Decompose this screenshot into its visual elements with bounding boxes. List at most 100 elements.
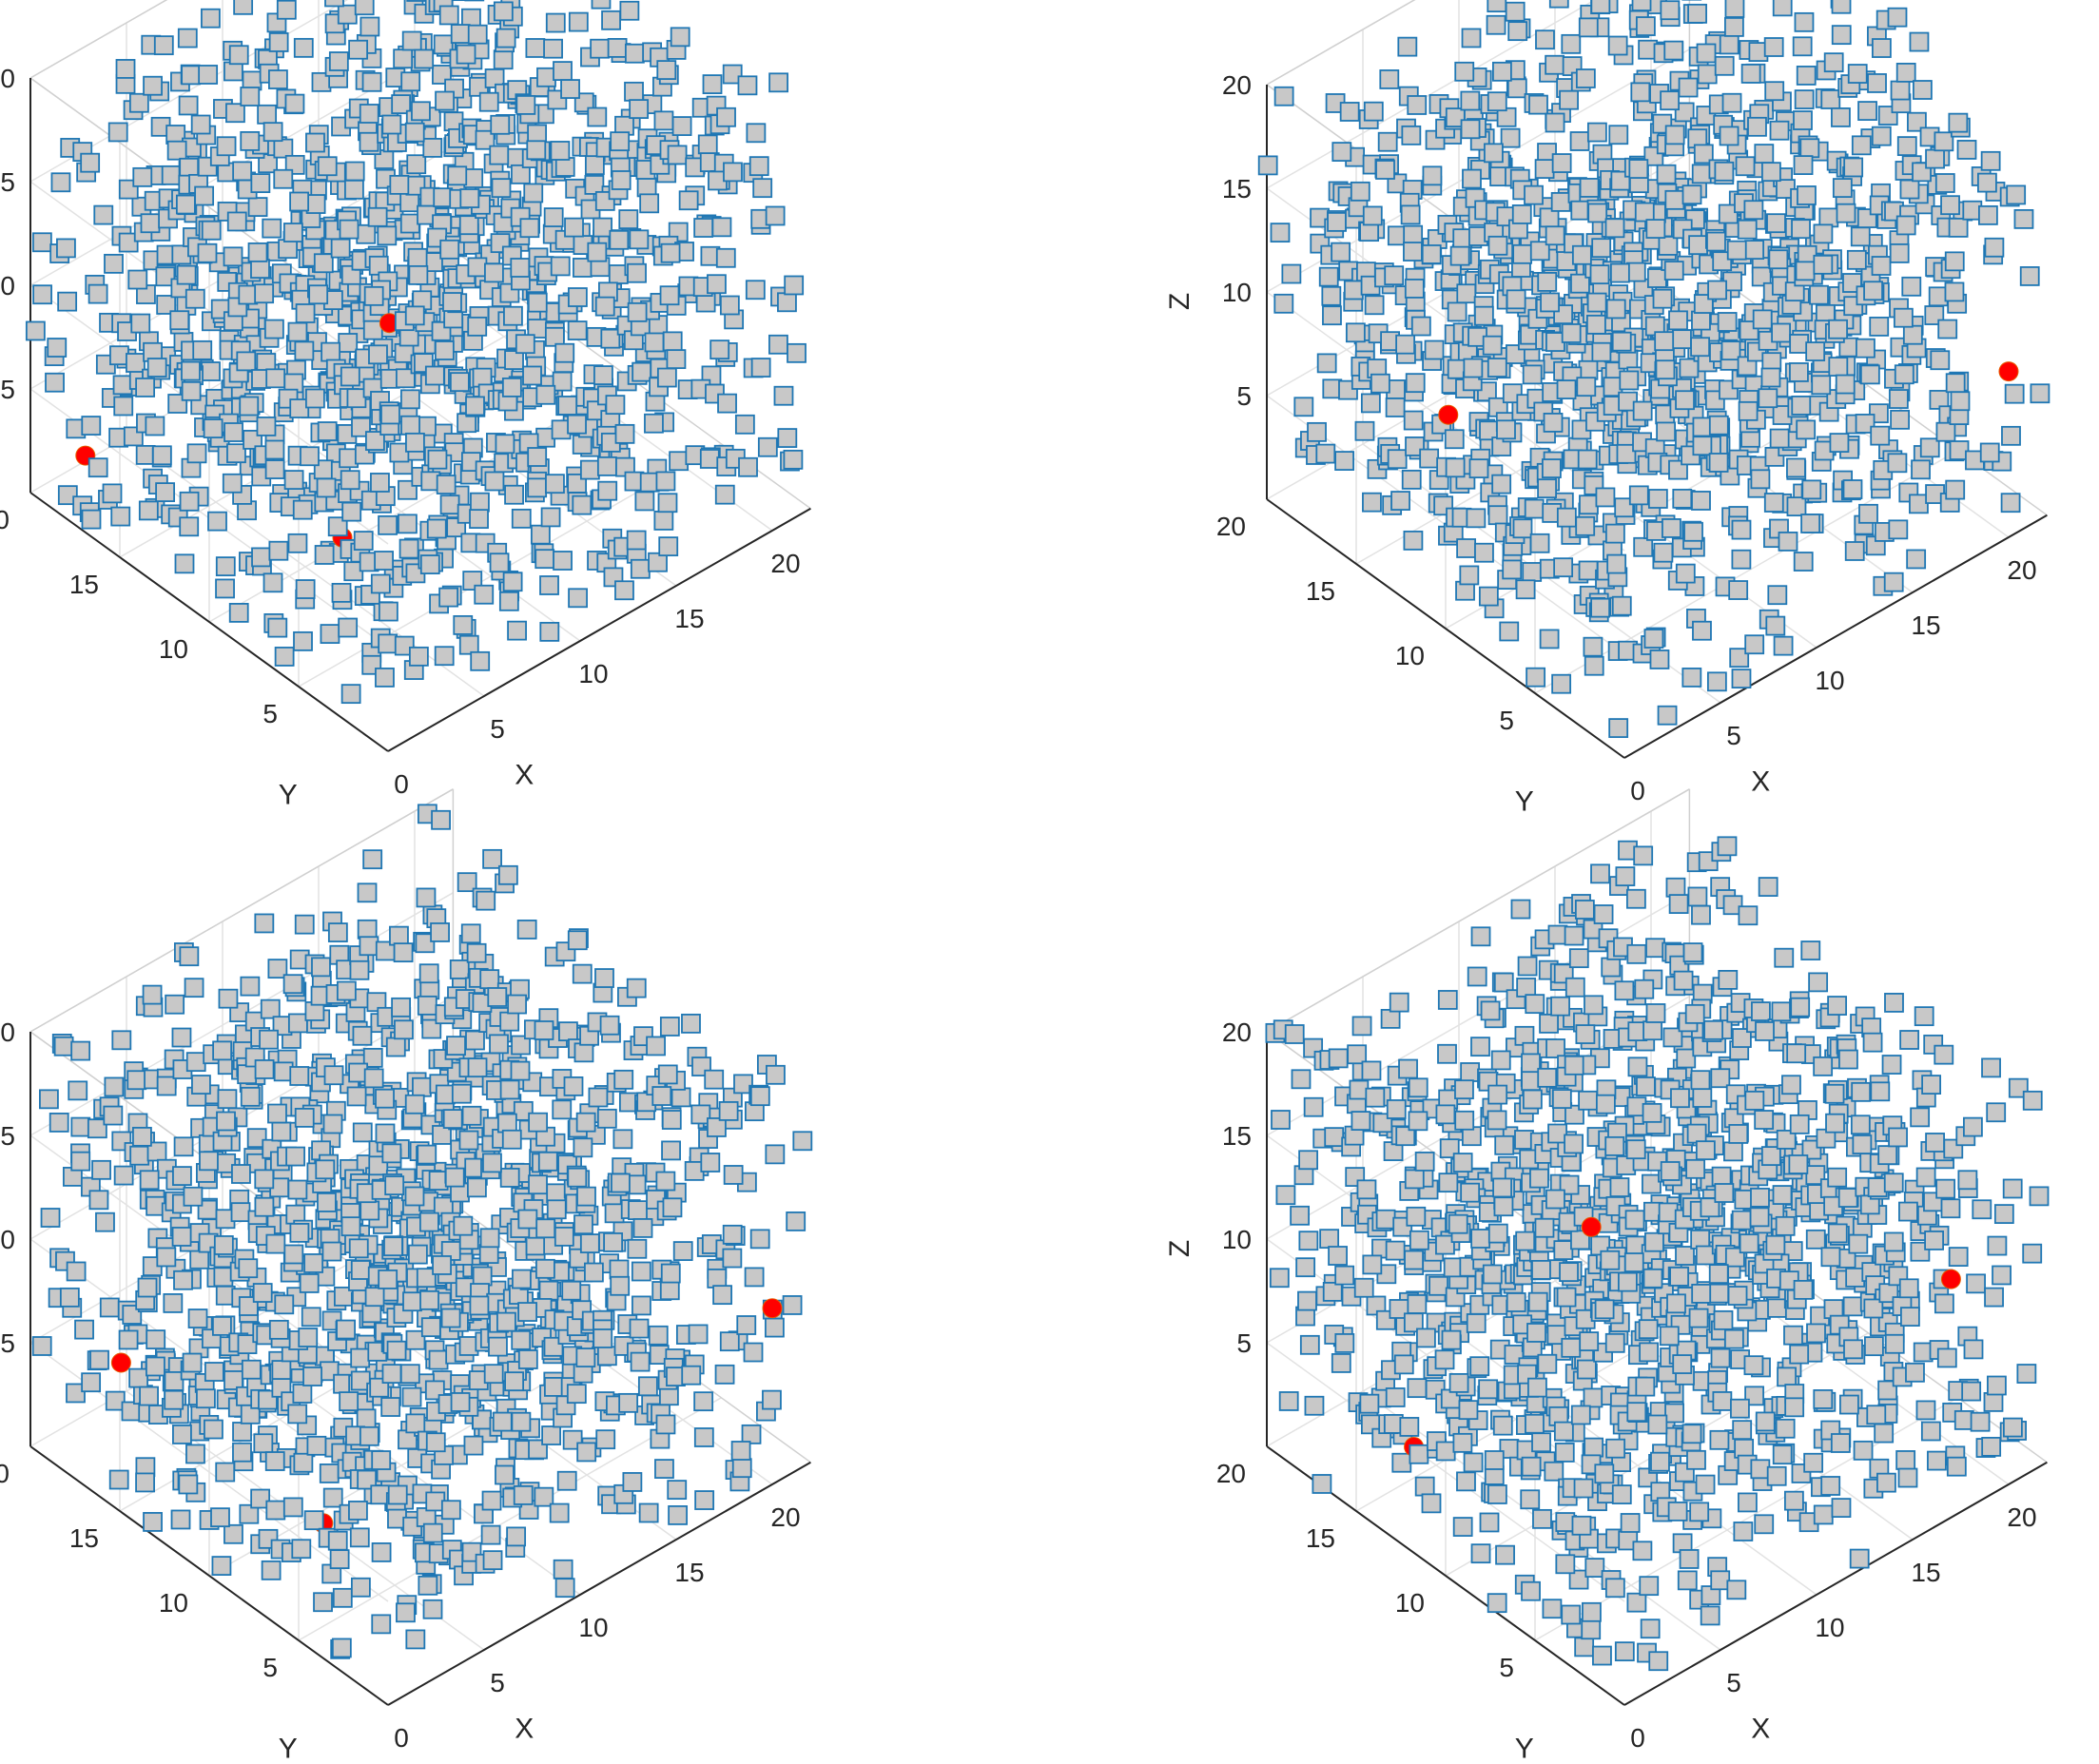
cube-marker bbox=[528, 1112, 549, 1133]
cube-marker bbox=[331, 582, 352, 603]
cube-marker bbox=[68, 1080, 88, 1101]
cube-marker bbox=[1645, 938, 1665, 959]
cube-marker bbox=[658, 536, 679, 557]
cube-marker bbox=[1578, 359, 1599, 380]
cube-marker bbox=[1385, 1387, 1406, 1407]
cube-marker bbox=[611, 1173, 631, 1193]
cube-marker bbox=[418, 1212, 439, 1232]
cube-marker bbox=[1658, 236, 1679, 256]
cube-marker bbox=[1537, 478, 1557, 499]
cube-marker bbox=[240, 87, 261, 107]
cube-marker bbox=[1668, 894, 1689, 914]
cube-marker bbox=[340, 366, 360, 387]
cube-marker bbox=[70, 1151, 91, 1172]
cube-marker bbox=[1813, 223, 1834, 244]
cube-marker bbox=[156, 1076, 177, 1096]
cube-marker bbox=[516, 920, 537, 940]
cube-marker bbox=[1445, 107, 1466, 127]
cube-marker bbox=[356, 223, 377, 244]
cube-marker bbox=[132, 1126, 152, 1147]
cube-marker bbox=[336, 980, 357, 1001]
cube-marker bbox=[211, 1315, 232, 1336]
cube-marker bbox=[1948, 217, 1969, 238]
cube-marker bbox=[499, 1168, 520, 1188]
z-tick-label: 10 bbox=[0, 271, 15, 300]
cube-marker bbox=[748, 156, 769, 177]
cube-marker bbox=[1577, 449, 1598, 470]
cube-marker bbox=[350, 1260, 371, 1280]
cube-marker bbox=[396, 1602, 416, 1623]
cube-marker bbox=[1608, 718, 1629, 739]
cube-marker bbox=[287, 1179, 308, 1200]
cube-marker bbox=[1537, 1353, 1558, 1374]
cube-marker bbox=[126, 1070, 147, 1091]
cube-marker bbox=[1545, 112, 1565, 133]
cube-marker bbox=[305, 132, 325, 153]
cube-marker bbox=[1667, 1501, 1688, 1522]
cube-marker bbox=[655, 1171, 676, 1192]
cube-marker bbox=[1414, 1476, 1435, 1497]
cube-marker bbox=[737, 75, 758, 96]
cube-marker bbox=[1669, 1266, 1689, 1287]
cube-marker bbox=[1362, 492, 1382, 513]
cube-marker bbox=[511, 508, 532, 529]
cube-marker bbox=[172, 1166, 192, 1186]
cube-marker bbox=[380, 404, 400, 425]
markers bbox=[1257, 0, 2050, 739]
cube-marker bbox=[557, 396, 578, 416]
cube-marker bbox=[1744, 240, 1765, 261]
cube-marker bbox=[510, 258, 531, 278]
cube-marker bbox=[341, 501, 362, 522]
cube-marker bbox=[648, 552, 668, 572]
cube-marker bbox=[2030, 383, 2050, 404]
cube-marker bbox=[1652, 288, 1673, 309]
cube-marker bbox=[1750, 1459, 1771, 1480]
cube-marker bbox=[1347, 1044, 1368, 1065]
cube-marker bbox=[375, 1088, 395, 1109]
cube-marker bbox=[1529, 1168, 1549, 1189]
cube-marker bbox=[1980, 150, 2001, 171]
cube-marker bbox=[661, 1140, 681, 1161]
cube-marker bbox=[1298, 1231, 1319, 1251]
cube-marker bbox=[1630, 82, 1651, 103]
cube-marker bbox=[344, 179, 364, 200]
cube-marker bbox=[447, 165, 468, 186]
cube-marker bbox=[1407, 1378, 1428, 1399]
cube-marker bbox=[1544, 1461, 1565, 1482]
cube-marker bbox=[254, 1059, 275, 1079]
cube-marker bbox=[1662, 518, 1681, 538]
cube-marker bbox=[129, 1145, 150, 1166]
cube-marker bbox=[743, 1342, 764, 1363]
cube-marker bbox=[519, 218, 540, 239]
cube-marker bbox=[467, 316, 488, 337]
cube-marker bbox=[545, 12, 566, 33]
cube-marker bbox=[1634, 979, 1655, 999]
cube-marker bbox=[1307, 421, 1327, 442]
cube-marker bbox=[1754, 1514, 1775, 1535]
cube-marker bbox=[1626, 943, 1647, 964]
y-tick-label: 10 bbox=[159, 1588, 188, 1618]
cube-marker bbox=[573, 1042, 594, 1063]
cube-marker bbox=[1809, 284, 1829, 305]
cube-marker bbox=[593, 365, 613, 385]
cube-marker bbox=[1775, 1418, 1796, 1439]
cube-marker bbox=[1469, 1356, 1490, 1377]
cube-marker bbox=[1625, 1139, 1646, 1160]
cube-marker bbox=[1421, 244, 1442, 264]
cube-marker bbox=[1889, 242, 1910, 263]
cube-marker bbox=[493, 1, 514, 22]
cube-marker bbox=[1559, 89, 1579, 110]
cube-marker bbox=[453, 614, 474, 635]
cube-marker bbox=[107, 122, 128, 143]
cube-marker bbox=[1331, 242, 1351, 262]
cube-marker bbox=[394, 1019, 414, 1040]
cube-marker bbox=[1743, 1355, 1764, 1376]
x-tick-label: 0 bbox=[1630, 776, 1645, 805]
cube-marker bbox=[1727, 1286, 1748, 1306]
cube-marker bbox=[1984, 237, 2005, 258]
cube-marker bbox=[659, 1280, 680, 1301]
cube-marker bbox=[1575, 515, 1596, 536]
cube-marker bbox=[1769, 428, 1790, 449]
cube-marker bbox=[1626, 1402, 1647, 1423]
cube-marker bbox=[1537, 1067, 1558, 1088]
